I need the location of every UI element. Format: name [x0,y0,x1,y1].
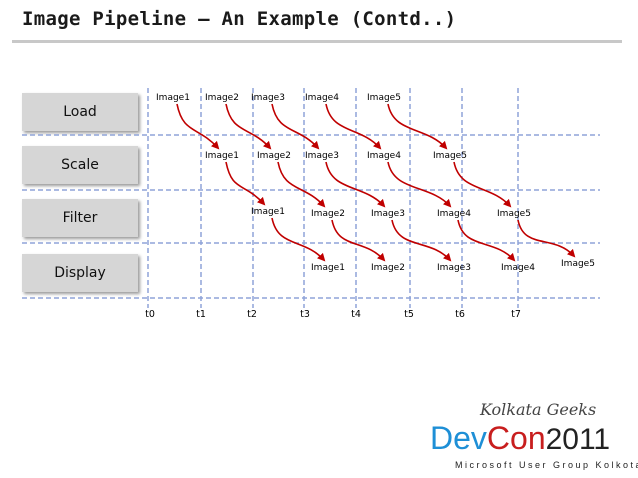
time-labels: t0 t1 t2 t3 t4 t5 t6 t7 [145,309,521,320]
flow-arrow [331,219,386,262]
stage-filter: Filter [22,199,138,237]
image-label-scale: Image2 [257,151,291,161]
stage-scale: Scale [22,146,138,184]
flow-arrow [391,219,452,262]
slide-title: Image Pipeline – An Example (Contd..) [22,8,457,30]
flow-arrow [271,103,320,150]
time-label: t3 [300,309,310,320]
image-label-scale: Image1 [205,151,239,161]
image-label-load: Image3 [251,93,285,103]
flow-arrow [277,161,326,208]
image-label-display: Image1 [311,263,345,273]
flow-arrow [225,161,266,206]
flow-arrow [387,103,448,150]
flow-arrows [176,103,576,262]
time-label: t6 [455,309,465,320]
flow-arrow [325,103,382,150]
flow-arrow [271,217,326,262]
flow-arrow [457,219,516,262]
devcon-logo: DevCon2011 [430,418,610,460]
org-name: Microsoft User Group Kolkota [455,460,638,470]
logo-year: 2011 [545,423,611,456]
image-label-load: Image5 [367,93,401,103]
flow-arrow [453,161,512,208]
image-label-display: Image3 [437,263,471,273]
image-label-filter: Image1 [251,207,285,217]
image-label-load: Image4 [305,93,339,103]
image-label-load: Image2 [205,93,239,103]
image-label-display: Image4 [501,263,535,273]
image-label-filter: Image2 [311,209,345,219]
flow-arrow [176,103,220,150]
image-label-display: Image2 [371,263,405,273]
flow-arrow [517,219,576,258]
logo-dev: Dev [430,420,487,456]
time-label: t4 [351,309,361,320]
image-labels: Image1 Image2 Image3 Image4 Image5 Image1 Imag… [156,93,595,273]
time-label: t5 [404,309,414,320]
title-underline [12,40,622,43]
image-label-load: Image1 [156,93,190,103]
title-bar: Image Pipeline – An Example (Contd..) [0,0,638,44]
community-name: Kolkata Geeks [480,400,597,419]
image-label-display: Image5 [561,259,595,269]
stage-display: Display [22,254,138,292]
time-label: t1 [196,309,206,320]
timeline-grid [22,88,600,308]
image-label-filter: Image3 [371,209,405,219]
time-label: t0 [145,309,155,320]
stage-load: Load [22,93,138,131]
flow-arrow [387,161,452,208]
flow-arrow [325,161,386,208]
image-label-scale: Image3 [305,151,339,161]
image-label-scale: Image5 [433,151,467,161]
time-label: t2 [247,309,257,320]
image-label-filter: Image5 [497,209,531,219]
logo-con: Con [486,420,546,456]
image-label-scale: Image4 [367,151,401,161]
image-label-filter: Image4 [437,209,471,219]
flow-arrow [225,103,272,150]
time-label: t7 [511,309,521,320]
